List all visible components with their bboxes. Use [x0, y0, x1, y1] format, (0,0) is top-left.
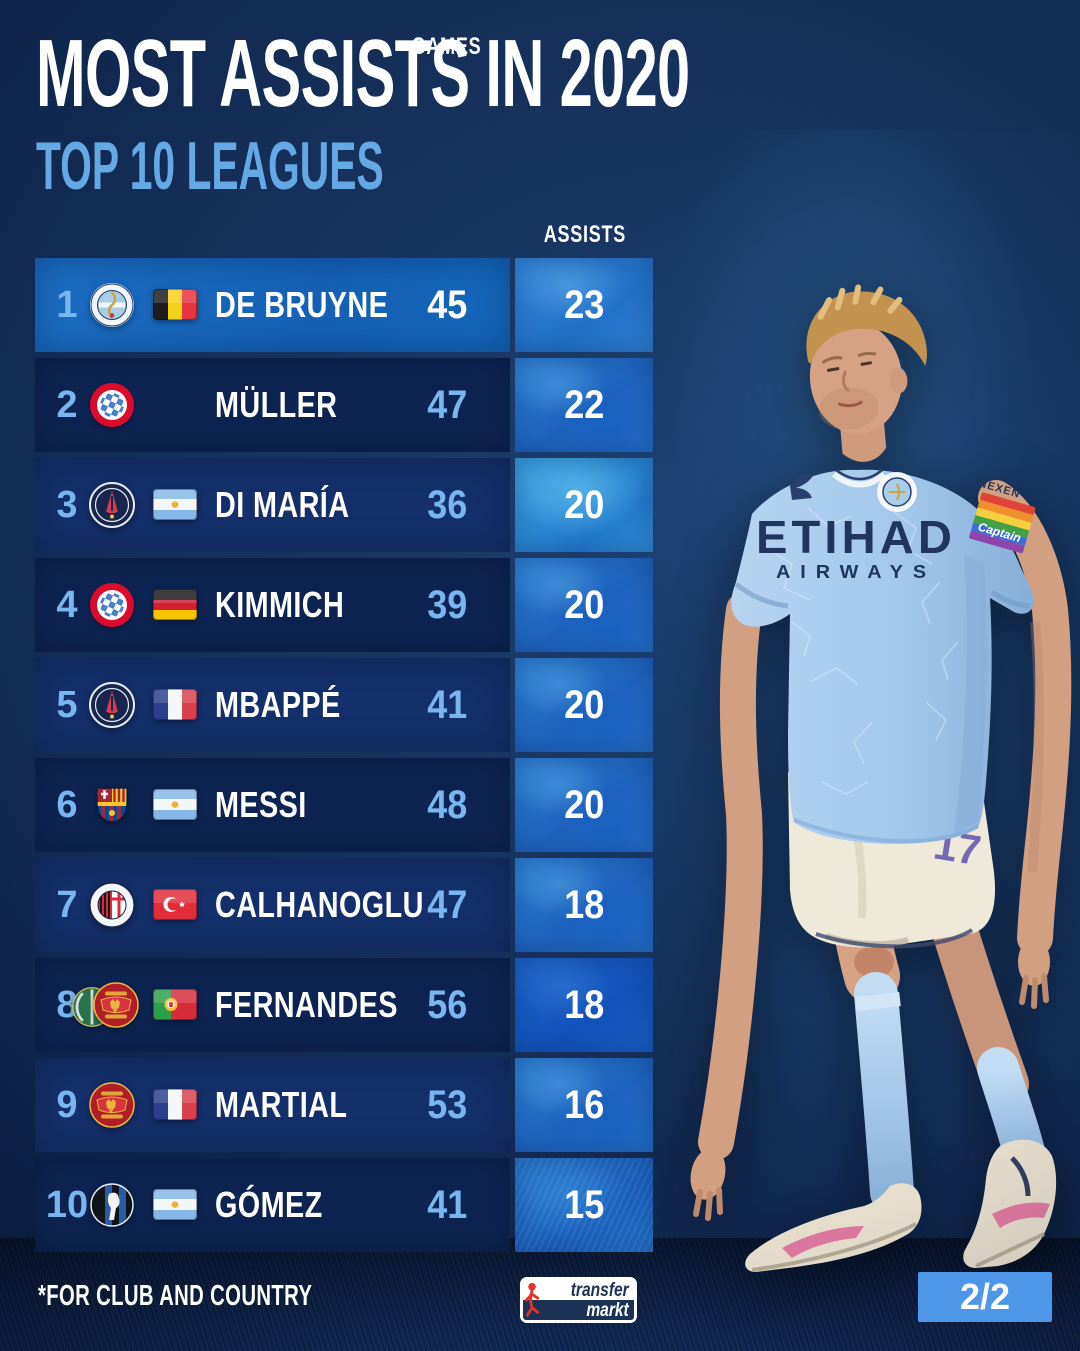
club-badges — [89, 782, 135, 828]
club-badge-bayern-munich-icon — [89, 382, 135, 428]
assists-value: 16 — [563, 1082, 605, 1127]
player-name: MÜLLER — [215, 384, 338, 425]
flag-argentina-icon — [153, 1189, 197, 1220]
rank-label: 9 — [56, 1083, 78, 1126]
transfermarkt-kicker-icon — [524, 1282, 540, 1317]
games-value: 36 — [426, 482, 468, 527]
rank-label: 5 — [56, 683, 78, 726]
rank-label: 1 — [56, 283, 78, 326]
club-badges — [89, 282, 135, 328]
games-value: 41 — [426, 682, 468, 727]
assists-cell: 18 — [515, 858, 653, 952]
club-badges — [89, 882, 135, 928]
club-badge-psg-icon — [89, 682, 135, 728]
page-subtitle: TOP 10 LEAGUES — [36, 128, 384, 204]
flag-portugal-icon — [153, 989, 197, 1020]
games-value: 39 — [426, 582, 468, 627]
games-value: 48 — [426, 782, 468, 827]
rank-label: 2 — [56, 383, 78, 426]
transfermarkt-logo: transfer markt — [520, 1277, 637, 1323]
footnote: *FOR CLUB AND COUNTRY — [38, 1280, 313, 1312]
assists-cell: 20 — [515, 658, 653, 752]
assists-cell: 20 — [515, 458, 653, 552]
player-name: MBAPPÉ — [215, 684, 341, 725]
club-badge-barcelona-icon — [89, 782, 135, 828]
rank-label: 3 — [56, 483, 78, 526]
assists-cell: 16 — [515, 1058, 653, 1152]
games-value: 56 — [426, 982, 468, 1027]
assists-cell: 23 — [515, 258, 653, 352]
flag-argentina-icon — [153, 489, 197, 520]
rank-label: 10 — [45, 1183, 89, 1226]
table-row: 7 CALHANOGLU 47 18 — [35, 858, 653, 952]
column-header-games: GAMES — [412, 33, 482, 60]
table-row: 3 DI MARÍA 36 20 — [35, 458, 653, 552]
club-badge-manchester-united-icon — [93, 982, 139, 1028]
column-header-assists: ASSISTS — [543, 221, 627, 248]
player-name: KIMMICH — [215, 584, 345, 625]
games-value: 41 — [426, 1182, 468, 1227]
rank-label: 6 — [56, 783, 78, 826]
table-row: 9 MARTIAL 53 16 — [35, 1058, 653, 1152]
assists-cell: 18 — [515, 958, 653, 1052]
club-badge-manchester-united-icon — [89, 1082, 135, 1128]
assists-value: 20 — [563, 682, 605, 727]
assists-value: 18 — [563, 882, 605, 927]
player-name: MARTIAL — [215, 1084, 348, 1125]
flag-france-icon — [153, 689, 197, 720]
club-badge-ac-milan-icon — [89, 882, 135, 928]
assists-cell: 20 — [515, 558, 653, 652]
games-value: 47 — [426, 382, 468, 427]
games-value: 45 — [426, 282, 468, 327]
assists-cell: 22 — [515, 358, 653, 452]
club-badge-psg-icon — [89, 482, 135, 528]
table-row: 10 GÓMEZ 41 15 — [35, 1158, 653, 1252]
club-badges — [89, 382, 135, 428]
page-title: MOST ASSISTS IN 2020 — [36, 20, 690, 127]
assists-value: 20 — [563, 782, 605, 827]
club-badge-atalanta-icon — [89, 1182, 135, 1228]
club-badges — [71, 982, 139, 1028]
table-row: 4 KIMMICH 39 20 — [35, 558, 653, 652]
table-row: 6 MESSI 48 20 — [35, 758, 653, 852]
assists-value: 18 — [563, 982, 605, 1027]
rank-label: 7 — [56, 883, 78, 926]
assists-cell: 15 — [515, 1158, 653, 1252]
flag-turkey-icon — [153, 889, 197, 920]
club-badge-manchester-city-icon — [89, 282, 135, 328]
player-name: DI MARÍA — [215, 484, 350, 525]
assists-value: 22 — [563, 382, 605, 427]
flag-france-icon — [153, 1089, 197, 1120]
flag-belgium-icon — [153, 289, 197, 320]
assists-value: 20 — [563, 582, 605, 627]
club-badges — [89, 582, 135, 628]
assists-value: 20 — [563, 482, 605, 527]
games-value: 53 — [426, 1082, 468, 1127]
header: MOST ASSISTS IN 2020 TOP 10 LEAGUES — [36, 20, 1080, 204]
assists-cell: 20 — [515, 758, 653, 852]
rank-label: 4 — [56, 583, 78, 626]
player-name: MESSI — [215, 784, 307, 825]
assists-value: 23 — [563, 282, 605, 327]
flag-germany-icon — [153, 589, 197, 620]
page-indicator-badge: 2/2 — [918, 1272, 1052, 1322]
table-row: 1 DE BRUYNE 45 23 — [35, 258, 653, 352]
club-badges — [89, 1082, 135, 1128]
club-badge-bayern-munich-icon — [89, 582, 135, 628]
games-value: 47 — [426, 882, 468, 927]
club-badges — [89, 682, 135, 728]
player-name: GÓMEZ — [215, 1184, 323, 1225]
club-badges — [89, 1182, 135, 1228]
club-badges — [89, 482, 135, 528]
assists-value: 15 — [563, 1182, 605, 1227]
table-row: 5 MBAPPÉ 41 20 — [35, 658, 653, 752]
table-row: 2 MÜLLER 47 22 — [35, 358, 653, 452]
flag-argentina-icon — [153, 789, 197, 820]
table-row: 8 FERNANDES 56 18 — [35, 958, 653, 1052]
